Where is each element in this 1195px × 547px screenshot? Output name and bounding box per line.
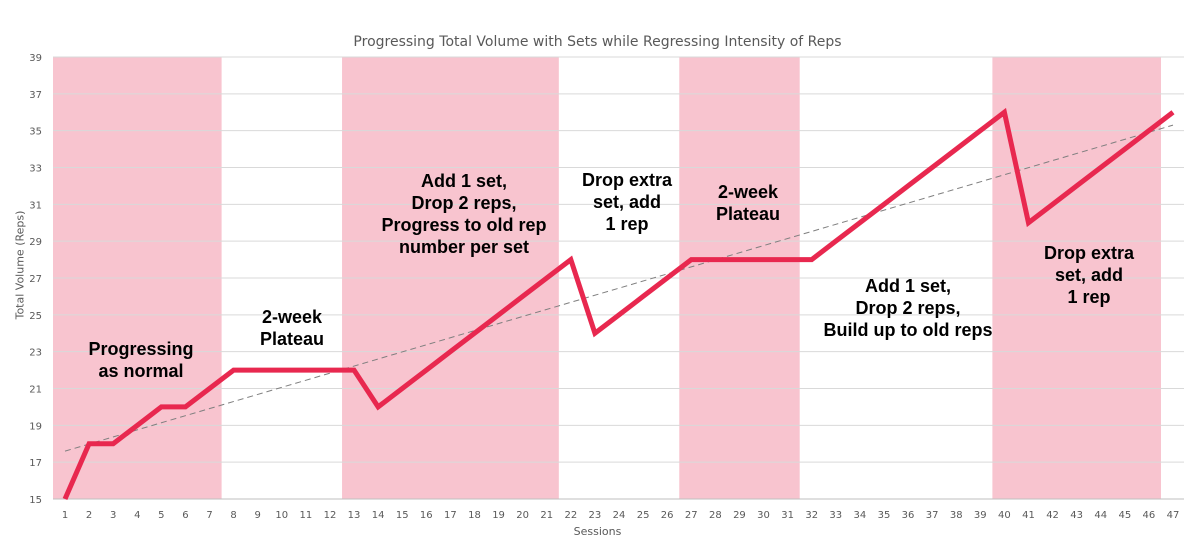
x-tick-label: 37: [926, 510, 939, 521]
x-axis-label: Sessions: [573, 525, 622, 538]
x-tick-label: 29: [733, 510, 746, 521]
y-tick-label: 31: [29, 200, 42, 211]
y-tick-label: 25: [29, 311, 42, 322]
x-tick-label: 9: [255, 510, 261, 521]
y-tick-label: 33: [29, 164, 42, 175]
y-tick-label: 19: [29, 421, 42, 432]
annotation-line: Drop extra: [1043, 243, 1135, 263]
annotation-plateau-2: 2-week Plateau: [716, 181, 780, 225]
y-tick-label: 39: [29, 53, 42, 64]
x-tick-label: 24: [613, 510, 626, 521]
annotation-add-set-2: Add 1 set, Drop 2 reps, Build up to old …: [824, 275, 993, 341]
annotation-line: 1 rep: [605, 214, 649, 234]
x-tick-label: 11: [300, 510, 313, 521]
y-tick-label: 27: [29, 274, 42, 285]
annotation-line: Drop 2 reps,: [855, 298, 961, 318]
x-tick-label: 15: [396, 510, 409, 521]
x-tick-label: 43: [1070, 510, 1083, 521]
x-tick-label: 19: [492, 510, 505, 521]
y-tick-label: 23: [29, 348, 42, 359]
x-tick-label: 26: [661, 510, 674, 521]
x-tick-label: 33: [829, 510, 842, 521]
chart-title: Progressing Total Volume with Sets while…: [353, 34, 842, 50]
x-tick-label: 16: [420, 510, 433, 521]
annotation-plateau-1: 2-week Plateau: [260, 306, 324, 350]
x-tick-label: 38: [950, 510, 963, 521]
annotation-line: 2-week: [717, 182, 779, 202]
x-tick-label: 5: [158, 510, 164, 521]
x-tick-label: 21: [540, 510, 553, 521]
annotation-line: Drop 2 reps,: [411, 193, 517, 213]
annotation-line: Progressing: [88, 339, 194, 359]
annotation-line: Add 1 set,: [420, 171, 508, 191]
annotation-drop-set-2: Drop extra set, add 1 rep: [1044, 242, 1134, 308]
annotation-add-set-1: Add 1 set, Drop 2 reps, Progress to old …: [381, 170, 546, 258]
x-tick-label: 41: [1022, 510, 1035, 521]
x-tick-label: 18: [468, 510, 481, 521]
trendline: [64, 124, 1174, 452]
x-tick-label: 22: [564, 510, 577, 521]
x-tick-label: 31: [781, 510, 794, 521]
annotation-line: as normal: [98, 361, 184, 381]
x-tick-label: 39: [974, 510, 987, 521]
x-tick-label: 45: [1118, 510, 1131, 521]
y-axis-label: Total Volume (Reps): [13, 210, 27, 320]
annotation-line: Drop extra: [581, 170, 673, 190]
x-tick-label: 25: [637, 510, 650, 521]
x-tick-label: 35: [878, 510, 891, 521]
annotation-drop-set-1: Drop extra set, add 1 rep: [582, 169, 672, 235]
x-tick-label: 14: [372, 510, 385, 521]
x-tick-label: 28: [709, 510, 722, 521]
y-tick-label: 35: [29, 127, 42, 138]
x-tick-label: 7: [206, 510, 212, 521]
x-tick-label: 46: [1143, 510, 1156, 521]
annotation-line: Plateau: [259, 329, 325, 349]
x-tick-label: 8: [230, 510, 236, 521]
y-tick-label: 17: [29, 458, 42, 469]
x-tick-label: 47: [1167, 510, 1180, 521]
x-tick-label: 23: [589, 510, 602, 521]
x-tick-label: 3: [110, 510, 116, 521]
x-tick-label: 2: [86, 510, 92, 521]
y-tick-label: 21: [29, 385, 42, 396]
x-tick-label: 40: [998, 510, 1011, 521]
series-line: [62, 107, 1175, 500]
annotation-line: set, add: [1054, 265, 1124, 285]
y-tick-label: 37: [29, 90, 42, 101]
y-tick-label: 29: [29, 237, 42, 248]
x-tick-label: 17: [444, 510, 457, 521]
annotation-line: Build up to old reps: [823, 320, 993, 340]
x-tick-label: 10: [275, 510, 288, 521]
y-tick-label: 15: [29, 495, 42, 506]
x-tick-label: 30: [757, 510, 770, 521]
annotation-progressing: Progressing as normal: [88, 338, 193, 382]
annotation-line: 2-week: [261, 307, 323, 327]
x-tick-label: 27: [685, 510, 698, 521]
x-tick-label: 4: [134, 510, 140, 521]
x-tick-label: 42: [1046, 510, 1059, 521]
annotation-line: Progress to old rep: [381, 215, 547, 235]
x-tick-label: 44: [1094, 510, 1107, 521]
x-tick-label: 1: [62, 510, 68, 521]
x-tick-label: 12: [324, 510, 337, 521]
x-tick-label: 20: [516, 510, 529, 521]
annotation-line: 1 rep: [1067, 287, 1111, 307]
x-tick-label: 32: [805, 510, 818, 521]
annotation-line: Plateau: [715, 204, 781, 224]
annotation-line: set, add: [592, 192, 662, 212]
annotation-line: number per set: [398, 237, 530, 257]
x-tick-label: 34: [854, 510, 867, 521]
x-tick-label: 13: [348, 510, 361, 521]
x-tick-label: 36: [902, 510, 915, 521]
x-tick-label: 6: [182, 510, 188, 521]
annotation-line: Add 1 set,: [864, 276, 952, 296]
